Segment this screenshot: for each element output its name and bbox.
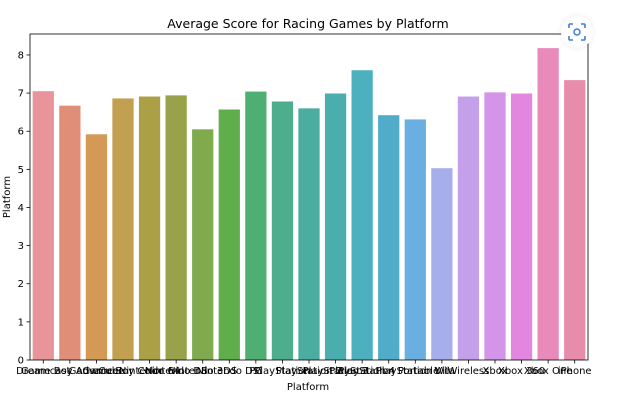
y-tick-label: 8 (18, 50, 24, 61)
x-tick-label: PlayStation Vita (376, 366, 455, 377)
scan-button[interactable] (561, 16, 593, 48)
x-tick-label: PlayStation 4 (329, 366, 395, 377)
y-tick-label: 2 (18, 279, 24, 290)
bar-pc (245, 91, 267, 360)
x-tick-label: PlayStation 3 (303, 366, 369, 377)
x-tick-label: PlayStation 2 (276, 366, 342, 377)
x-tick-label: Wireless (448, 366, 490, 377)
bar-game-boy-color (112, 98, 134, 360)
y-tick-label: 4 (18, 203, 24, 214)
bar-playstation (271, 101, 294, 361)
x-tick-label: Game Boy Color (82, 366, 164, 377)
x-axis-label: Platform (287, 382, 329, 393)
x-tick-label: iPhone (558, 366, 592, 377)
bar-playstation-3 (324, 93, 347, 360)
x-tick-label: Nintendo 64 (119, 366, 180, 377)
bar-playstation-portable (378, 115, 400, 361)
x-tick-label: Nintendo 3DS (168, 366, 237, 377)
y-axis-label: Platform (2, 176, 13, 218)
bar-dreamcast (32, 91, 54, 360)
bar-playstation-4 (351, 70, 373, 360)
bar-nintendo-dsi (218, 109, 240, 361)
x-tick-label: Wii (434, 366, 449, 377)
x-tick-label: GameCube (69, 366, 125, 377)
x-tick-label: Nintendo DS (145, 366, 208, 377)
x-tick-label: PlayStation Portable (338, 366, 439, 377)
bar-nintendo-3ds (192, 129, 214, 360)
bar-xbox-one (537, 48, 559, 361)
x-tick-label: Game Boy Advance (21, 366, 119, 377)
x-tick-label: PlayStation (254, 366, 310, 377)
y-tick-label: 0 (18, 356, 24, 367)
scan-icon (568, 23, 586, 41)
bar-playstation-vita (404, 119, 426, 360)
y-tick-label: 1 (18, 317, 24, 328)
x-tick-label: Dreamcast (16, 366, 70, 377)
y-tick-label: 5 (18, 165, 24, 176)
bar-nintendo-ds (165, 95, 187, 360)
bar-game-boy-advance (59, 105, 81, 361)
x-tick-label: Xbox (483, 366, 508, 377)
bar-nintendo-64 (138, 96, 161, 360)
y-tick-label: 6 (18, 127, 24, 138)
x-tick-label: PC (249, 366, 262, 377)
bar-wireless (457, 96, 480, 360)
chart-title: Average Score for Racing Games by Platfo… (167, 16, 448, 31)
bar-xbox (484, 92, 506, 360)
x-tick-label: Nintendo DSi (197, 366, 262, 377)
bar-gamecube (85, 134, 108, 360)
x-tick-label: Xbox 360 (498, 366, 545, 377)
bar-xbox-360 (510, 93, 533, 360)
bar-playstation-2 (298, 108, 320, 360)
x-tick-label: Xbox One (524, 366, 572, 377)
y-tick-label: 7 (18, 89, 24, 100)
bar-wii (431, 168, 453, 360)
y-tick-label: 3 (18, 241, 24, 252)
bar-iphone (564, 80, 586, 360)
